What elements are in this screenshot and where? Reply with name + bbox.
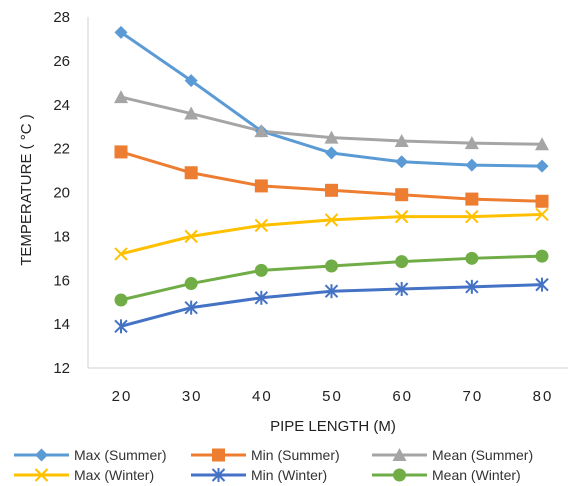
data-point-min-summer	[114, 145, 128, 159]
x-tick-label: 70	[463, 388, 484, 405]
data-point-max-summer	[395, 155, 409, 169]
legend-item-mean-winter: Mean (Winter)	[372, 467, 521, 483]
data-point-mean-summer	[464, 136, 479, 150]
series-line-max-summer	[120, 31, 543, 168]
x-tick-label: 40	[252, 388, 273, 405]
y-tick-label: 26	[53, 53, 70, 70]
legend-marker	[211, 468, 226, 482]
legend-item-min-summer: Min (Summer)	[191, 447, 340, 463]
data-point-mean-winter	[184, 277, 198, 291]
data-point-min-summer	[325, 183, 339, 197]
data-point-max-summer	[114, 25, 128, 39]
legend-label: Mean (Winter)	[432, 467, 521, 483]
y-tick-label: 22	[53, 141, 70, 158]
legend-item-min-winter: Min (Winter)	[191, 467, 327, 483]
series-markers	[114, 25, 550, 334]
y-tick-label: 14	[53, 316, 70, 333]
data-point-min-winter	[465, 279, 479, 294]
data-point-min-summer	[395, 188, 409, 202]
legend-item-max-summer: Max (Summer)	[14, 447, 167, 463]
data-point-mean-summer	[114, 90, 128, 104]
data-point-min-winter	[324, 284, 339, 299]
data-point-max-winter	[465, 209, 479, 224]
x-tick-label: 20	[112, 388, 133, 405]
y-tick-label: 16	[53, 272, 70, 289]
data-point-max-summer	[325, 146, 339, 160]
data-point-min-winter	[254, 290, 269, 305]
legend-item-mean-summer: Mean (Summer)	[372, 447, 533, 463]
data-point-mean-summer	[394, 133, 409, 147]
data-point-max-winter	[394, 209, 409, 224]
data-point-max-summer	[465, 158, 479, 172]
data-point-mean-winter	[114, 293, 128, 307]
x-axis-title: PIPE LENGTH (M)	[270, 418, 396, 435]
data-point-max-winter	[535, 207, 549, 222]
legend-marker	[212, 448, 225, 462]
data-point-mean-winter	[325, 259, 339, 273]
x-tick-label: 50	[322, 388, 343, 405]
data-point-min-winter	[114, 319, 128, 334]
y-tick-label: 28	[53, 9, 70, 26]
data-point-min-summer	[254, 179, 268, 193]
data-point-mean-summer	[535, 137, 550, 151]
x-tick-label: 30	[182, 388, 203, 405]
y-tick-label: 18	[53, 228, 70, 245]
data-point-mean-summer	[184, 106, 199, 120]
legend-marker	[393, 468, 406, 482]
legend-marker	[34, 468, 49, 482]
data-point-min-winter	[394, 282, 409, 297]
data-point-max-summer	[184, 74, 198, 88]
data-point-max-winter	[184, 229, 198, 244]
legend-label: Max (Summer)	[74, 447, 167, 463]
data-point-min-summer	[184, 166, 198, 180]
data-point-mean-winter	[254, 263, 268, 277]
data-point-min-winter	[184, 300, 198, 315]
series-lines	[120, 31, 543, 328]
legend-label: Min (Summer)	[251, 447, 340, 463]
y-tick-label: 20	[53, 185, 70, 202]
legend-marker	[392, 448, 407, 461]
legend-marker	[35, 448, 48, 462]
y-tick-labels: 12 14 16 18 20 22 24 26 28	[53, 9, 70, 377]
data-point-mean-winter	[535, 249, 549, 263]
y-tick-label: 12	[53, 360, 70, 377]
data-point-max-winter	[324, 213, 339, 227]
data-point-mean-summer	[254, 124, 269, 138]
legend-label: Mean (Summer)	[432, 447, 533, 463]
data-point-min-summer	[465, 192, 479, 206]
y-axis-title: TEMPERATURE ( °C )	[18, 114, 35, 266]
data-point-min-summer	[535, 194, 549, 208]
x-tick-label: 60	[392, 388, 413, 405]
legend: Max (Summer) Min (Summer) Mean (Summer) Max…	[14, 447, 533, 483]
data-point-mean-summer	[324, 130, 339, 144]
legend-item-max-winter: Max (Winter)	[14, 467, 154, 483]
x-tick-labels: 20 30 40 50 60 70 80	[112, 388, 554, 405]
x-tick-label: 80	[533, 388, 554, 405]
data-point-mean-winter	[465, 251, 479, 265]
legend-label: Max (Winter)	[74, 467, 154, 483]
data-point-mean-winter	[395, 255, 409, 269]
y-tick-label: 24	[53, 97, 70, 114]
data-point-max-winter	[114, 247, 128, 261]
data-point-max-summer	[535, 159, 549, 173]
data-point-max-winter	[254, 218, 269, 233]
legend-label: Min (Winter)	[251, 467, 327, 483]
data-point-min-winter	[535, 277, 549, 292]
